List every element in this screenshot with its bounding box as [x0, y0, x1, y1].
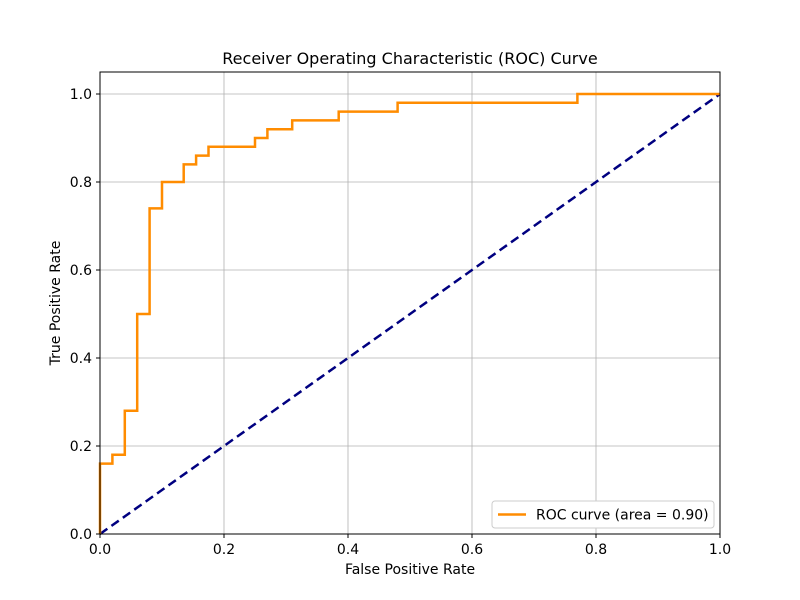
y-tick-label: 0.4	[70, 351, 92, 367]
y-axis-label: True Positive Rate	[48, 241, 64, 367]
grid-layer	[99, 72, 721, 535]
y-tick-label: 0.0	[70, 527, 92, 543]
legend-box	[491, 500, 715, 529]
y-tick-label: 1.0	[70, 87, 92, 103]
x-tick-label: 0.6	[461, 542, 483, 558]
x-tick-label: 0.8	[585, 542, 607, 558]
y-tick-label: 0.6	[70, 263, 92, 279]
roc-curve-line	[98, 92, 720, 534]
x-tick-label: 0.4	[337, 542, 359, 558]
chart-title: Receiver Operating Characteristic (ROC) …	[222, 49, 597, 68]
legend: ROC curve (area = 0.90)	[491, 500, 715, 529]
y-tick-label: 0.8	[70, 175, 92, 191]
x-tick-label: 0.2	[213, 542, 235, 558]
legend-label-roc: ROC curve (area = 0.90)	[536, 508, 709, 524]
series-layer	[98, 92, 721, 536]
y-tick-label: 0.2	[70, 439, 92, 455]
tick-layer: 0.0 0.2 0.4 0.6 0.8 1.0 0.0 0.2 0.4 0.6 0.8 1.0	[70, 87, 731, 558]
plot-frame	[99, 71, 721, 535]
x-axis-label: False Positive Rate	[345, 562, 475, 578]
x-tick-label: 1.0	[709, 542, 731, 558]
x-tick-label: 0.0	[89, 542, 111, 558]
chance-diagonal-line	[99, 92, 721, 536]
